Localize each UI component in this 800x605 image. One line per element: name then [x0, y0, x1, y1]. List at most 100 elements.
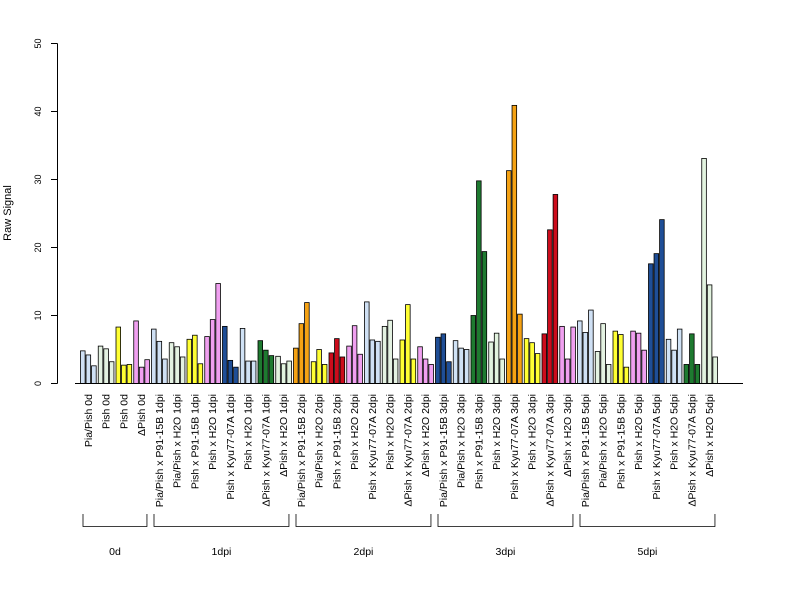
bar: [694, 364, 701, 384]
category-label: Pish x P91-15B 5dpi: [615, 394, 627, 489]
group-label: 2dpi: [354, 546, 374, 558]
category-label: ΔPish x Kyu77-07A 5dpi: [686, 394, 698, 507]
bar: [328, 352, 334, 384]
bar: [197, 363, 204, 384]
category-label: Pish x H2O 2dpi: [385, 394, 397, 470]
category-label: Pish x H2O 3dpi: [491, 394, 503, 470]
category-label: Pish x Kyu77-07A 5dpi: [651, 394, 663, 500]
bar: [683, 364, 689, 384]
bar: [115, 326, 121, 384]
category-label: Pish x Kyu77-07A 3dpi: [509, 394, 521, 500]
bar: [552, 194, 559, 384]
bar: [186, 338, 192, 384]
bar: [357, 353, 363, 384]
bar: [245, 360, 251, 384]
bar: [689, 333, 695, 384]
bar: [405, 304, 411, 384]
bar: [529, 342, 535, 384]
bar: [422, 358, 429, 384]
bar: [511, 104, 518, 384]
category-label: Pia/Pish x P91-15B 1dpi: [154, 394, 166, 507]
category-label: Pish x Kyu77-07A 2dpi: [367, 394, 379, 500]
bar: [103, 348, 109, 384]
bar: [209, 319, 216, 384]
bar: [712, 356, 718, 384]
bar: [588, 309, 594, 384]
bar: [80, 350, 86, 384]
category-label: Pia/Pish x P91-15B 2dpi: [296, 394, 308, 507]
group-bracket: [579, 514, 716, 527]
bar: [250, 360, 257, 384]
bar: [452, 340, 459, 384]
bar: [351, 325, 358, 384]
group-label: 3dpi: [496, 546, 516, 558]
category-label: Pish x H2O 3dpi: [527, 394, 539, 470]
category-label: ΔPish x Kyu77-07A 2dpi: [402, 394, 414, 507]
group-brackets: 0d 1dpi 2dpi 3dpi 5dpi: [82, 514, 716, 558]
bar: [476, 180, 482, 384]
bar: [618, 334, 624, 384]
bar: [174, 346, 180, 384]
bar: [706, 284, 713, 384]
bar: [144, 359, 150, 384]
bar: [263, 349, 269, 384]
category-label: Pia/Pish x P91-15B 3dpi: [438, 394, 450, 507]
bar: [440, 333, 447, 384]
y-tick-label: 30: [33, 174, 43, 184]
category-label: Pish x H2O 1dpi: [207, 394, 219, 470]
category-label: Pia/Pish x H2O 2dpi: [314, 394, 326, 488]
bar: [156, 340, 163, 384]
bar: [499, 358, 505, 384]
bar: [310, 361, 317, 384]
category-label: Pish x H2O 5dpi: [633, 394, 645, 470]
group-bracket: [295, 514, 432, 527]
bar: [298, 323, 305, 384]
bar: [623, 366, 630, 384]
bar: [215, 283, 221, 384]
bar: [534, 353, 541, 384]
bar: [541, 333, 547, 384]
y-axis-label: Raw Signal: [2, 185, 14, 241]
bar: [517, 313, 523, 384]
bar: [162, 358, 168, 384]
bar: [346, 345, 352, 384]
category-label: ΔPish x H2O 3dpi: [562, 394, 574, 477]
bar: [138, 366, 145, 384]
bar: [126, 364, 133, 384]
category-label: Pia/Pish x H2O 1dpi: [172, 394, 184, 488]
bar: [635, 332, 642, 384]
bar: [85, 354, 92, 384]
bar: [605, 364, 612, 384]
bar: [594, 351, 601, 384]
bar: [339, 356, 346, 384]
bar: [410, 358, 417, 384]
bar: [316, 349, 322, 384]
group-bracket: [82, 514, 148, 527]
bar: [91, 365, 97, 384]
category-label: Pish x H2O 5dpi: [669, 394, 681, 470]
bar: [321, 364, 328, 384]
category-label: ΔPish x H2O 2dpi: [420, 394, 432, 477]
bar: [470, 315, 476, 384]
bar: [392, 358, 399, 384]
group-label: 0d: [109, 546, 121, 558]
y-tick-label: 0: [33, 381, 43, 386]
bar: [630, 330, 636, 384]
bar: [564, 358, 571, 384]
category-label: ΔPish 0d: [136, 394, 148, 436]
bar: [559, 325, 565, 384]
bar: [268, 355, 275, 384]
bar: [179, 356, 186, 384]
bar: [293, 347, 299, 384]
bar: [233, 366, 239, 384]
bar: [239, 328, 246, 384]
bar: [582, 332, 589, 384]
bar: [222, 325, 228, 384]
y-tick-label: 50: [33, 38, 43, 48]
y-tick-label: 10: [33, 310, 43, 320]
bar: [600, 323, 606, 384]
bar: [463, 349, 470, 384]
category-label: Pish 0d: [118, 394, 130, 429]
y-axis: 0 10 20 30 40 50: [33, 38, 58, 386]
bar: [257, 340, 263, 384]
